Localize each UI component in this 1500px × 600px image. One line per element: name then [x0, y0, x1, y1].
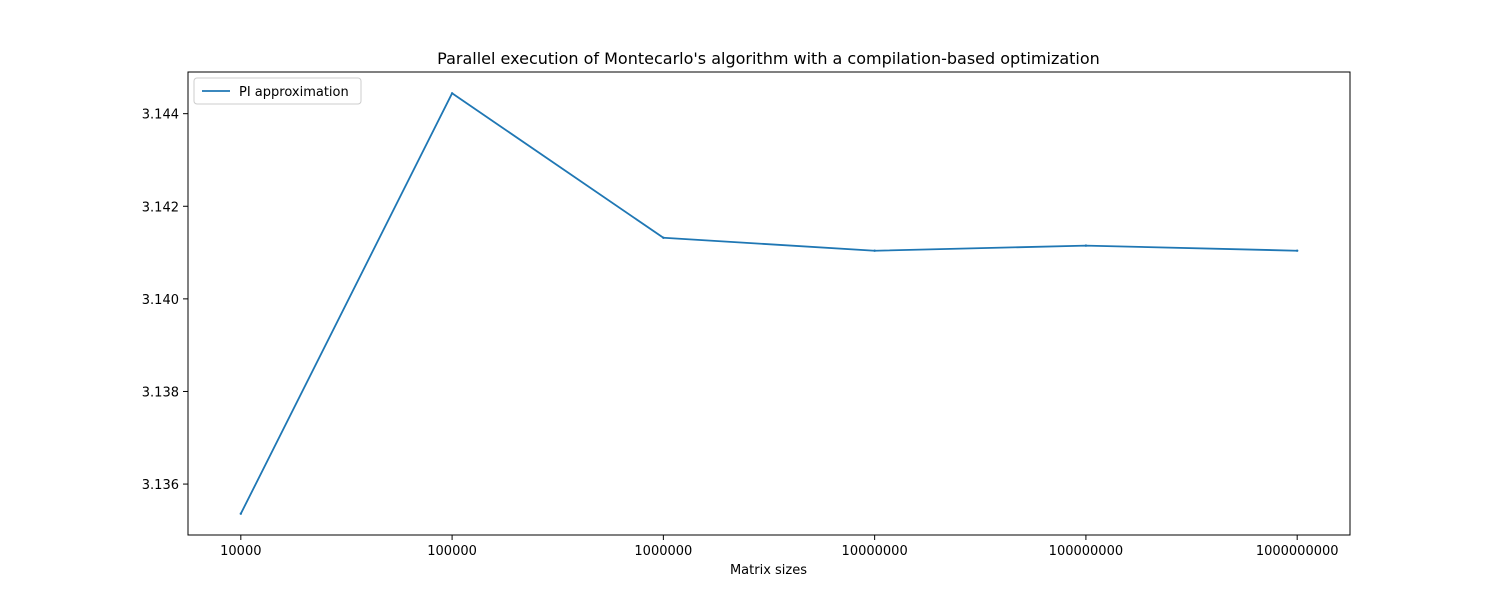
x-tick-label: 1000000 [634, 544, 692, 559]
data-point [1295, 249, 1299, 252]
y-tick-label: 3.140 [142, 293, 179, 308]
plot-area: 10000 100000 1000000 10000000 100000000 10000… [142, 71, 1351, 559]
chart-title: Parallel execution of Montecarlo's algor… [437, 49, 1100, 68]
data-point [239, 512, 243, 515]
data-point [1084, 244, 1088, 247]
y-tick-label: 3.136 [142, 478, 179, 493]
legend-label: PI approximation [239, 85, 349, 100]
data-point [662, 236, 665, 239]
x-tick-label: 10000000 [842, 544, 908, 559]
y-tick-label: 3.144 [142, 108, 179, 123]
x-tick-label: 1000000000 [1256, 544, 1339, 559]
legend-box [193, 77, 362, 105]
axes-frame [187, 71, 1351, 536]
x-tick-label: 10000 [220, 544, 261, 559]
x-axis-label: Matrix sizes [730, 563, 807, 578]
x-tick-label: 100000000 [1049, 544, 1123, 559]
data-point [450, 92, 454, 95]
y-tick-label: 3.138 [142, 385, 179, 400]
series-line-pi-approximation [240, 92, 1298, 515]
y-tick-label: 3.142 [142, 200, 179, 215]
data-point [873, 249, 876, 252]
legend: PI approximation [193, 77, 362, 105]
x-tick-label: 100000 [427, 544, 477, 559]
